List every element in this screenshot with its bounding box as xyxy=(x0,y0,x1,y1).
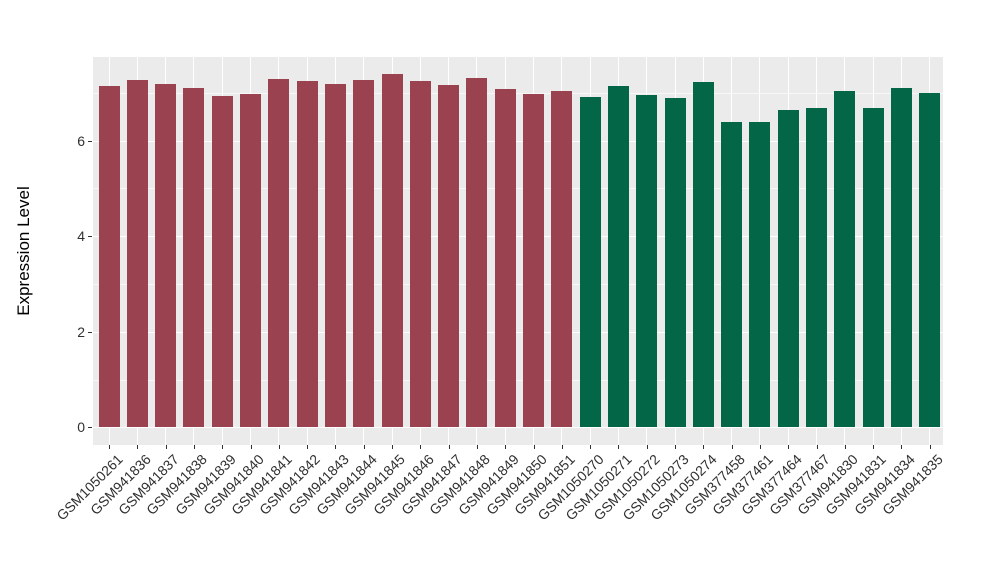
x-tick-mark xyxy=(109,445,110,449)
x-tick-mark xyxy=(590,445,592,449)
x-tick-mark xyxy=(533,445,535,449)
bar-GSM941846 xyxy=(409,81,431,428)
y-tick-mark xyxy=(88,140,92,142)
bar-GSM941848 xyxy=(466,78,488,428)
x-tick-mark xyxy=(703,445,705,449)
x-tick-mark xyxy=(844,445,846,449)
x-tick-mark xyxy=(363,445,365,449)
x-tick-mark xyxy=(420,445,422,449)
x-tick-mark xyxy=(250,445,252,449)
y-tick-mark xyxy=(88,236,92,238)
x-tick-mark xyxy=(675,445,676,449)
x-tick-mark xyxy=(278,445,280,449)
bar-GSM377461 xyxy=(749,121,771,428)
x-tick-mark xyxy=(335,445,337,449)
major-gridline xyxy=(93,140,943,142)
y-tick-label: 6 xyxy=(77,132,85,149)
bar-GSM941842 xyxy=(296,81,318,428)
minor-gridline xyxy=(93,92,943,94)
bar-GSM1050274 xyxy=(692,82,714,428)
minor-gridline xyxy=(93,188,943,190)
y-tick-label: 2 xyxy=(77,323,85,340)
bar-GSM941830 xyxy=(834,91,856,428)
x-tick-mark xyxy=(618,445,620,449)
y-tick-mark xyxy=(88,427,92,429)
x-tick-mark xyxy=(873,445,875,449)
x-tick-mark xyxy=(901,445,903,449)
bar-GSM941838 xyxy=(183,88,205,428)
bar-GSM1050273 xyxy=(664,97,686,428)
minor-gridline xyxy=(93,379,943,381)
bar-GSM377464 xyxy=(777,110,799,428)
bar-GSM941844 xyxy=(353,79,375,428)
y-tick-label: 4 xyxy=(77,228,85,245)
plot-panel xyxy=(93,57,943,445)
x-tick-mark xyxy=(505,445,507,449)
bar-GSM941851 xyxy=(551,90,573,428)
x-tick-mark xyxy=(307,445,309,449)
bar-GSM377458 xyxy=(721,121,743,428)
bar-GSM941845 xyxy=(381,73,403,428)
bar-GSM941850 xyxy=(523,93,544,428)
major-gridline xyxy=(93,236,943,238)
major-gridline xyxy=(93,427,943,429)
x-tick-mark xyxy=(476,445,478,449)
y-axis-title-text: Expression Level xyxy=(14,186,33,316)
bar-GSM1050272 xyxy=(636,94,658,428)
bar-GSM1050270 xyxy=(579,97,601,428)
x-tick-mark xyxy=(137,445,139,449)
x-tick-mark xyxy=(759,445,761,449)
y-tick-mark xyxy=(88,331,92,333)
x-tick-mark xyxy=(222,445,224,449)
y-tick-label: 0 xyxy=(77,419,85,436)
bar-GSM941843 xyxy=(324,83,346,428)
x-tick-mark xyxy=(448,445,450,449)
bar-GSM941835 xyxy=(919,93,941,428)
x-tick-mark xyxy=(788,445,790,449)
x-tick-mark xyxy=(392,445,393,449)
bar-GSM1050261 xyxy=(98,86,120,428)
x-tick-mark xyxy=(731,445,733,449)
major-gridline xyxy=(93,331,943,333)
bar-GSM941840 xyxy=(240,94,261,428)
x-tick-mark xyxy=(165,445,167,449)
bar-GSM941849 xyxy=(494,89,516,428)
bar-GSM941834 xyxy=(890,88,912,428)
bar-GSM941836 xyxy=(126,80,148,428)
bar-GSM377467 xyxy=(806,108,827,428)
bar-GSM1050271 xyxy=(607,85,629,428)
x-tick-mark xyxy=(646,445,648,449)
bar-GSM941831 xyxy=(862,107,884,428)
x-tick-mark xyxy=(929,445,931,449)
bar-GSM941837 xyxy=(155,83,177,428)
x-tick-mark xyxy=(561,445,563,449)
bar-GSM941847 xyxy=(438,84,460,428)
bar-GSM941841 xyxy=(268,79,290,428)
bar-GSM941839 xyxy=(211,96,233,428)
x-tick-mark xyxy=(816,445,818,449)
x-tick-mark xyxy=(193,445,195,449)
minor-gridline xyxy=(93,283,943,285)
